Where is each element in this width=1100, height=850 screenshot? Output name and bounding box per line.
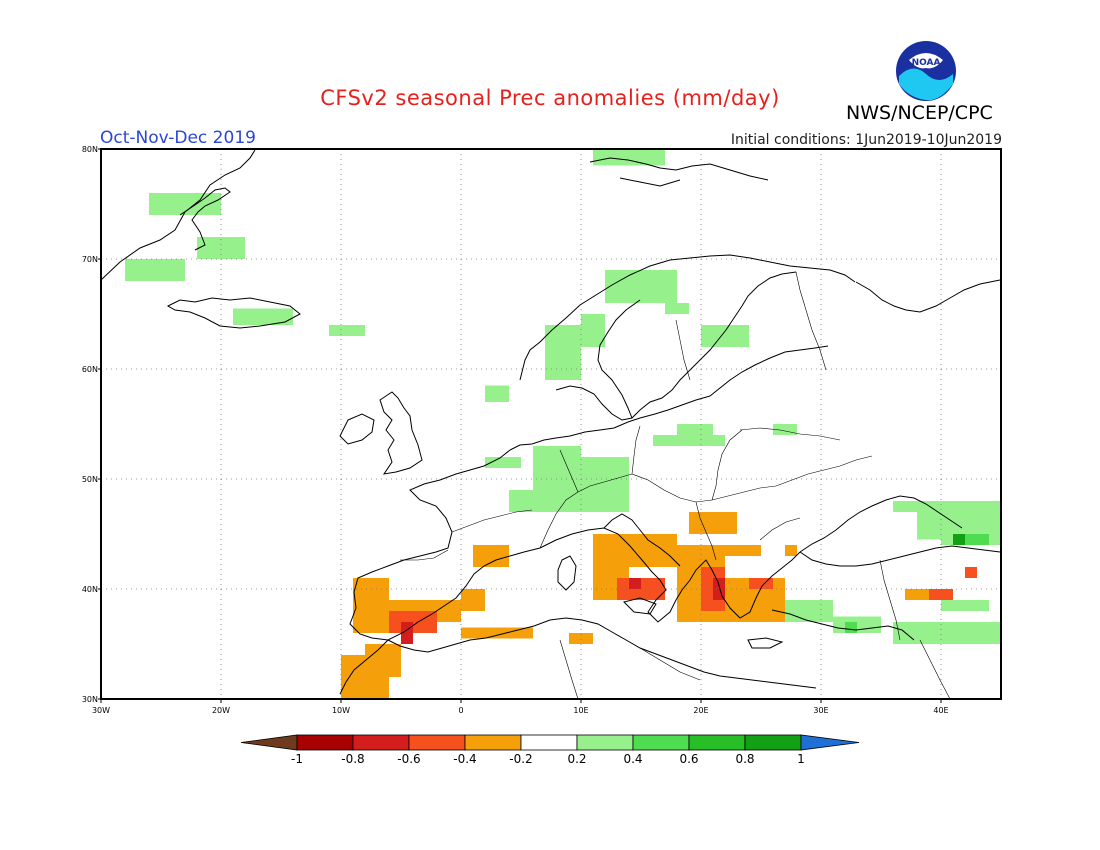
lon-tick-label: 20W xyxy=(212,706,230,715)
season-label: Oct-Nov-Dec 2019 xyxy=(100,128,256,148)
anomaly-cell xyxy=(149,193,221,215)
anomaly-cell xyxy=(785,545,797,556)
anomaly-cell xyxy=(581,457,629,490)
lon-tick-label: 30W xyxy=(92,706,110,715)
anomaly-cell xyxy=(125,259,185,281)
colorbar-segment xyxy=(520,734,578,751)
anomaly-cell xyxy=(953,534,965,545)
colorbar-label: 0.6 xyxy=(679,752,698,766)
anomaly-cell xyxy=(545,325,581,380)
chart-title: CFSv2 seasonal Prec anomalies (mm/day) xyxy=(320,86,780,110)
anomaly-cell xyxy=(461,627,533,639)
lat-tick-label: 50N xyxy=(82,475,98,484)
anomaly-cell xyxy=(593,149,665,166)
map-frame-bg xyxy=(101,149,1001,699)
colorbar-label: -0.8 xyxy=(341,752,364,766)
anomaly-cell xyxy=(473,545,509,567)
anomaly-cell xyxy=(581,314,605,347)
anomaly-cell xyxy=(665,303,689,314)
anomaly-cell xyxy=(353,578,389,633)
anomaly-cell xyxy=(749,578,773,589)
lat-tick-label: 40N xyxy=(82,585,98,594)
anomaly-cell xyxy=(461,589,485,611)
anomaly-cell xyxy=(653,435,725,446)
colorbar-label: 0.4 xyxy=(623,752,642,766)
colorbar-segment xyxy=(688,734,746,751)
anomaly-cells xyxy=(125,149,1001,699)
lon-tick-label: 10W xyxy=(332,706,350,715)
colorbar-label: 0.2 xyxy=(567,752,586,766)
anomaly-cell xyxy=(629,578,641,589)
anomaly-cell xyxy=(965,567,977,578)
anomaly-cell xyxy=(953,534,989,545)
anomaly-cell xyxy=(533,446,581,490)
anomaly-cell xyxy=(605,270,677,303)
anomaly-cell xyxy=(941,600,989,611)
colorbar-label: 1 xyxy=(797,752,805,766)
coastlines xyxy=(100,149,1001,695)
anomaly-cell xyxy=(485,385,509,402)
lon-tick-label: 10E xyxy=(573,706,588,715)
colorbar-label: -0.6 xyxy=(397,752,420,766)
noaa-logo-icon: NOAA xyxy=(896,41,956,101)
colorbar-segment xyxy=(576,734,634,751)
colorbar-segment xyxy=(352,734,410,751)
lat-tick-label: 60N xyxy=(82,365,98,374)
colorbar-segment xyxy=(744,734,802,751)
anomaly-cell xyxy=(905,589,929,600)
colorbar-label: 0.8 xyxy=(735,752,754,766)
anomaly-cell xyxy=(917,501,965,540)
country-borders xyxy=(400,271,951,700)
anomaly-cell xyxy=(197,237,245,259)
lat-tick-label: 30N xyxy=(82,695,98,704)
map-gridlines xyxy=(101,149,1001,699)
logo-text: NOAA xyxy=(912,58,941,68)
colorbar-segment xyxy=(408,734,466,751)
colorbar-label: -0.4 xyxy=(453,752,476,766)
anomaly-cell xyxy=(773,424,797,435)
organization-label: NWS/NCEP/CPC xyxy=(846,102,993,124)
axis-labels: 30N 40N 50N 60N 70N 80N 30W 20W 10W 0 10E 20E 30E 40E xyxy=(82,145,949,715)
colorbar-arrow-right xyxy=(800,734,860,751)
lat-tick-label: 70N xyxy=(82,255,98,264)
anomaly-cell xyxy=(233,308,293,325)
colorbar-label: -1 xyxy=(291,752,303,766)
anomaly-cell xyxy=(785,600,833,622)
anomaly-cell xyxy=(365,644,401,677)
anomaly-cell xyxy=(689,512,737,534)
anomaly-cell xyxy=(485,457,521,468)
lon-tick-label: 0 xyxy=(458,706,463,715)
anomaly-cell xyxy=(953,622,1001,644)
anomaly-cell xyxy=(725,545,761,556)
lon-tick-label: 20E xyxy=(693,706,708,715)
anomaly-cell xyxy=(509,490,629,512)
anomaly-cell xyxy=(701,325,749,347)
anomaly-cell xyxy=(713,578,725,600)
colorbar-segment xyxy=(296,734,354,751)
anomaly-cell xyxy=(569,633,593,644)
initial-conditions-label: Initial conditions: 1Jun2019-10Jun2019 xyxy=(730,132,1002,148)
lon-tick-label: 30E xyxy=(813,706,828,715)
anomaly-cell xyxy=(845,622,857,633)
lon-tick-label: 40E xyxy=(933,706,948,715)
colorbar-segment xyxy=(632,734,690,751)
colorbar-arrow-left xyxy=(240,734,298,751)
anomaly-cell xyxy=(329,325,365,336)
lat-tick-label: 80N xyxy=(82,145,98,154)
anomaly-cell xyxy=(677,424,713,435)
colorbar-segment xyxy=(464,734,522,751)
map-frame xyxy=(100,148,1002,700)
colorbar: -1 -0.8 -0.6 -0.4 -0.2 0.2 0.4 0.6 0.8 1 xyxy=(240,734,860,766)
colorbar-label: -0.2 xyxy=(509,752,532,766)
